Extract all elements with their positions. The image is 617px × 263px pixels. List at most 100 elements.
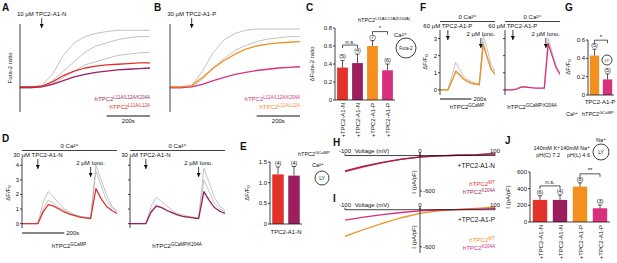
y-tick-label: 0.2 [324, 79, 333, 85]
y-tick-label: 3 [16, 177, 20, 183]
y-tick-label: 0 [524, 219, 528, 225]
y-tick-label: 0.8 [324, 25, 333, 31]
y-axis [20, 24, 21, 112]
error-bar [371, 41, 375, 46]
y-tick-label: 200 [517, 202, 528, 208]
n-label: (5) [604, 67, 611, 73]
arrow [198, 167, 199, 177]
y-tick-label: 600 [517, 169, 528, 175]
trace [130, 180, 225, 224]
x-tick [345, 154, 346, 156]
y-tick [586, 76, 588, 77]
panel-letter: J [505, 135, 511, 146]
trace [440, 45, 495, 89]
axis-label: hTPC2GCaMP/K204A [152, 242, 201, 250]
error-bar [356, 54, 360, 63]
x-tick-label: 0 [418, 148, 422, 154]
axis-label: hTPC2GCaMP [450, 103, 485, 111]
panel: Fura-2 ratioA10 µM TPC2-A1-NhTPC2L11A/L1… [2, 2, 150, 124]
y-axis [588, 40, 589, 95]
annotation: 2 µM Iono. [467, 31, 496, 37]
y-tick [20, 179, 22, 180]
inset-label: Ca²⁺ [566, 111, 578, 117]
legend-entry: hTPC2L11A/L12A [259, 103, 300, 111]
n-label: (4) [291, 160, 298, 166]
y-axis [440, 30, 441, 95]
y-tick [438, 38, 440, 39]
arrow [512, 30, 513, 40]
annotation: 30 µM TPC2-A1-N [121, 152, 170, 158]
axis-label: Voltage (mV) [355, 202, 390, 208]
y-axis [530, 172, 531, 222]
y-axis [22, 158, 23, 228]
category-label: +TPC2-A1-P [370, 103, 376, 137]
panel: -1000100-600Voltage (mV)I (pA/pF)I+TPC2-… [333, 193, 501, 253]
y-tick [503, 55, 505, 56]
superscript: GCaMP [468, 103, 484, 108]
n-label: (5) [339, 53, 346, 59]
plot-area [505, 39, 560, 90]
trace [20, 63, 150, 87]
inset-label: LY [319, 175, 325, 181]
trace [440, 42, 495, 90]
inset-label: Ca²⁺ [394, 32, 407, 38]
inset-label: 140mM Na⁺ [560, 145, 590, 151]
inset-label: pH(L) 4.6 [567, 152, 590, 158]
significance-label: n.s. [345, 39, 355, 45]
arrow [41, 18, 42, 28]
significance-label: * [600, 34, 603, 40]
x-tick-label: -100 [339, 148, 352, 154]
plot-area [337, 41, 393, 100]
y-tick [503, 72, 505, 73]
trace [505, 44, 560, 90]
axis-label: TPC2-A1-N [270, 229, 301, 235]
y-tick-label: 1 [434, 70, 438, 76]
x-tick-label: -100 [339, 202, 352, 208]
trace [22, 165, 117, 223]
y-tick [128, 179, 130, 180]
inset-cell [593, 144, 609, 160]
superscript: GCaMP/K204A [171, 242, 202, 247]
y-tick-label: 0 [434, 87, 438, 93]
y-tick-label: 3 [434, 36, 438, 42]
scale-bar-label: 200s [473, 96, 486, 102]
n-label: (6) [537, 189, 544, 195]
trace [22, 171, 117, 224]
axis-label: TPC2-A1-P [585, 99, 616, 105]
annotation: 60 µM TPC2-A1-P [423, 23, 472, 29]
category-label: +TPC2-A1-N [340, 103, 346, 138]
inset-cell [315, 171, 329, 185]
annotation: 30 µM TPC2-A1-P [167, 11, 216, 17]
plot-area [170, 29, 300, 88]
y-tick [333, 64, 335, 65]
condition-bar [440, 21, 495, 22]
legend-entry: hTPC2L11A/L12A/K204A [95, 95, 150, 103]
bar [367, 46, 378, 100]
scale-bar [257, 116, 300, 117]
y-axis [170, 24, 171, 112]
trace [170, 37, 300, 89]
error-bar [386, 64, 390, 70]
y-tick [438, 89, 440, 90]
bar [573, 187, 587, 222]
error-bar [578, 183, 582, 187]
y-tick [20, 194, 22, 195]
bar [603, 79, 612, 95]
arrow [447, 30, 448, 40]
plot-area [590, 49, 612, 95]
panel: (5)+TPC2-A1-N(4)+TPC2-A1-N(7)+TPC2-A1-P(… [306, 2, 416, 138]
n-label: (6) [384, 57, 391, 63]
annotation: 0 Ca²⁺ [459, 14, 477, 20]
significance-label: ** [588, 167, 593, 173]
y-axis [270, 162, 271, 224]
bar [288, 176, 300, 224]
y-tick [128, 194, 130, 195]
superscript: L11A/L12A [278, 103, 300, 108]
legend-entry: hTPC2K204A [463, 188, 495, 196]
x-axis [270, 224, 302, 225]
y-axis [130, 158, 131, 228]
error-bar [276, 167, 280, 174]
legend-entry: hTPC2K204A [463, 244, 495, 252]
axis-label: I (pA/pF) [411, 170, 417, 193]
panel-letter: H [333, 137, 340, 148]
